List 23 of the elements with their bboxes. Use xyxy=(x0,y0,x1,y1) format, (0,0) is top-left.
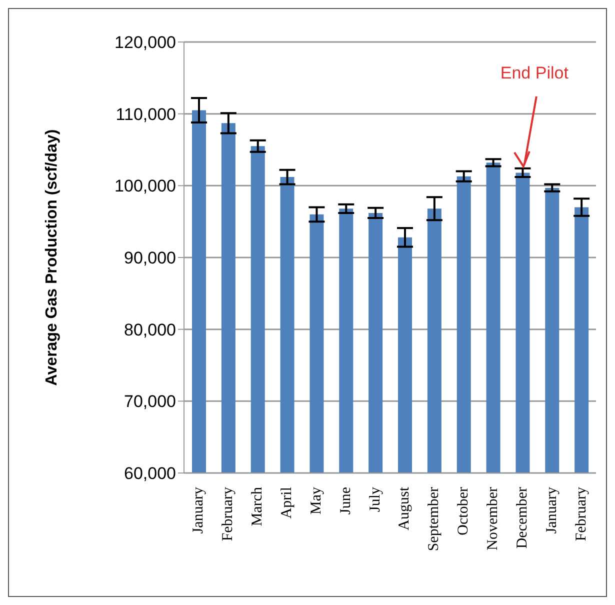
y-tick-label: 110,000 xyxy=(116,104,176,124)
x-tick-label: March xyxy=(250,486,266,526)
y-tick-label: 120,000 xyxy=(114,33,176,52)
x-tick-label: June xyxy=(338,486,354,514)
x-tick-label: January xyxy=(544,486,560,534)
y-tick-label: 60,000 xyxy=(124,464,176,484)
annotation: End Pilot xyxy=(500,63,569,82)
x-tick-label: January xyxy=(190,486,207,534)
x-tick-label: February xyxy=(220,486,236,542)
y-tick-label: 90,000 xyxy=(124,248,176,268)
y-tick-label: 80,000 xyxy=(124,320,176,340)
x-tick-label: July xyxy=(367,486,384,512)
x-tick-label: August xyxy=(396,486,413,530)
x-tick-label: November xyxy=(485,486,501,550)
x-tick-label: April xyxy=(279,487,295,519)
y-axis-title: Average Gas Production (scf/day) xyxy=(44,129,61,386)
y-tick-label: 70,000 xyxy=(124,392,176,412)
x-tick-label: May xyxy=(308,486,324,514)
x-tick-label: December xyxy=(514,487,530,549)
y-tick-label: 100,000 xyxy=(114,176,176,196)
x-tick-label: September xyxy=(426,487,442,552)
x-tick-label: February xyxy=(573,486,590,542)
x-tick-label: October xyxy=(456,486,472,536)
